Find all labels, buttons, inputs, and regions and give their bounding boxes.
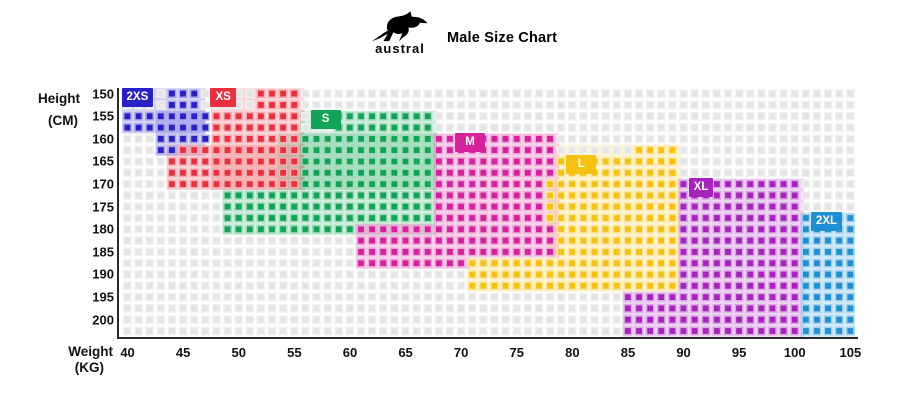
x-axis-title: Weight (KG) bbox=[34, 344, 113, 376]
y-tick: 170 bbox=[92, 176, 114, 192]
x-tick: 50 bbox=[231, 345, 246, 360]
x-tick: 75 bbox=[509, 345, 524, 360]
x-tick: 70 bbox=[453, 345, 469, 360]
x-tick: 55 bbox=[287, 345, 302, 360]
y-tick: 175 bbox=[92, 199, 114, 215]
x-tick: 100 bbox=[783, 345, 806, 360]
x-tick: 45 bbox=[175, 345, 191, 360]
brand-logo: austral bbox=[361, 10, 439, 56]
size-label-2xs: 2XS bbox=[121, 87, 154, 107]
x-axis-title-line2: (KG) bbox=[74, 360, 104, 376]
page-title: Male Size Chart bbox=[447, 30, 558, 46]
y-axis-title: Height (CM) bbox=[16, 88, 80, 131]
x-tick: 95 bbox=[731, 345, 747, 360]
x-tick: 105 bbox=[839, 345, 862, 360]
y-tick: 165 bbox=[92, 153, 114, 169]
x-tick: 85 bbox=[620, 345, 636, 360]
size-label-2xl: 2XL bbox=[810, 211, 843, 231]
size-label-m: M bbox=[455, 132, 486, 152]
y-axis-title-line2: (CM) bbox=[48, 112, 78, 128]
chart-grid bbox=[122, 88, 856, 342]
kangaroo-icon bbox=[361, 10, 439, 44]
y-tick: 155 bbox=[92, 108, 114, 124]
x-tick: 65 bbox=[398, 345, 413, 360]
x-tick: 60 bbox=[342, 345, 358, 360]
size-grid-svg bbox=[122, 88, 855, 337]
size-label-xs: XS bbox=[210, 87, 236, 107]
y-axis-title-line1: Height bbox=[38, 91, 80, 106]
y-tick: 190 bbox=[92, 266, 114, 282]
y-tick: 180 bbox=[92, 221, 114, 237]
size-label-s: S bbox=[310, 110, 341, 130]
y-tick: 150 bbox=[92, 86, 114, 102]
x-axis-title-line1: Weight bbox=[68, 344, 113, 359]
y-tick: 195 bbox=[92, 289, 114, 305]
x-axis-line bbox=[117, 336, 858, 339]
size-label-xl: XL bbox=[688, 177, 714, 197]
brand-name: austral bbox=[375, 41, 425, 56]
x-tick: 80 bbox=[565, 345, 580, 360]
y-tick: 200 bbox=[92, 312, 114, 328]
x-tick: 90 bbox=[676, 345, 691, 360]
size-label-l: L bbox=[566, 155, 597, 175]
y-tick: 160 bbox=[92, 131, 114, 147]
y-tick: 185 bbox=[92, 244, 114, 260]
y-axis-line bbox=[117, 88, 120, 337]
x-tick: 40 bbox=[120, 345, 135, 360]
